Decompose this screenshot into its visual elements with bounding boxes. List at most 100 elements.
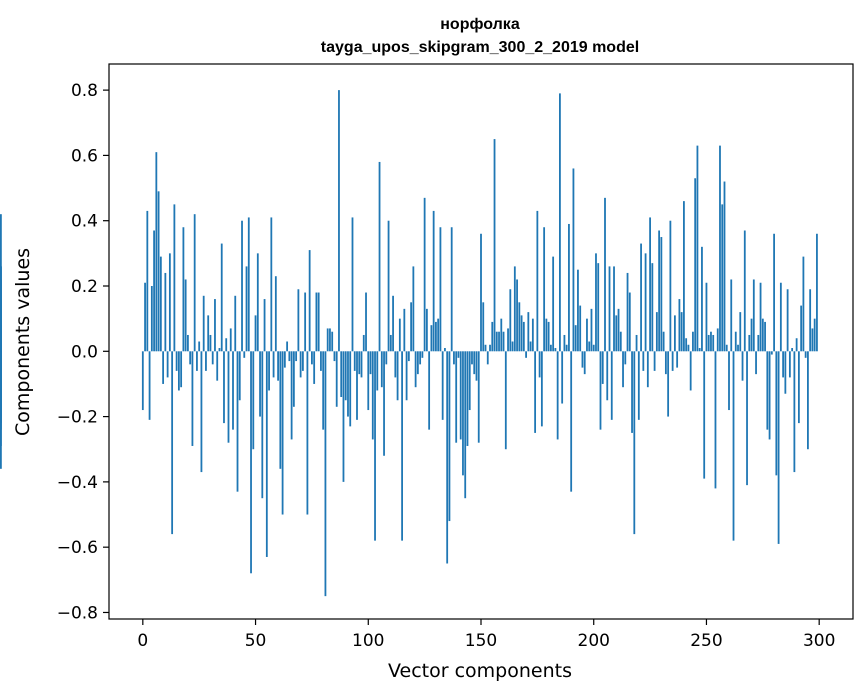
bar — [441, 351, 444, 420]
bar — [396, 351, 399, 401]
bar — [545, 318, 548, 352]
bar — [238, 351, 241, 401]
bar — [813, 318, 816, 352]
y-tick-label: −0.8 — [57, 603, 98, 623]
bar — [166, 351, 169, 378]
bar — [297, 289, 300, 352]
bar — [791, 348, 794, 352]
y-tick-label: −0.2 — [57, 408, 98, 428]
bar — [200, 351, 203, 473]
bar — [439, 227, 442, 352]
x-tick-label: 150 — [465, 631, 497, 651]
bar — [207, 315, 210, 352]
bar — [608, 266, 611, 352]
bar — [410, 302, 413, 352]
bar — [292, 351, 295, 407]
bar — [795, 338, 798, 352]
bar — [683, 201, 685, 352]
bar — [144, 282, 146, 352]
chart-title: норфолка — [440, 16, 520, 33]
bar — [378, 161, 381, 352]
bar — [484, 344, 487, 352]
bar — [687, 344, 690, 352]
bar — [734, 331, 737, 352]
bar — [349, 351, 352, 427]
bar — [640, 243, 642, 352]
bar — [509, 289, 512, 352]
bar — [389, 334, 392, 352]
bar — [412, 266, 415, 352]
bar — [525, 351, 527, 358]
bar — [180, 351, 183, 388]
bar — [723, 181, 726, 352]
bar — [775, 351, 778, 476]
bar — [243, 351, 246, 358]
bar — [430, 325, 433, 352]
bar — [279, 351, 282, 469]
bar — [380, 351, 383, 388]
bar — [766, 351, 769, 430]
bar — [552, 256, 555, 352]
bar — [353, 351, 356, 371]
bar — [678, 299, 681, 352]
bar — [360, 351, 363, 378]
bar — [261, 351, 264, 499]
bar — [187, 334, 189, 352]
y-tick-label: −0.4 — [57, 473, 98, 493]
bar — [511, 341, 514, 352]
bar — [741, 351, 744, 381]
bar — [234, 295, 237, 352]
bar — [543, 227, 546, 352]
bar — [385, 351, 388, 365]
bar — [274, 276, 277, 352]
bar — [471, 351, 473, 365]
x-tick-label: 250 — [690, 631, 722, 651]
bar — [646, 351, 649, 388]
bar — [437, 318, 440, 352]
x-axis-ticks: 0 50 100 150 200 250 300 — [137, 619, 835, 651]
bar — [315, 292, 318, 352]
bar — [369, 351, 372, 375]
bar — [617, 308, 620, 352]
bar — [358, 351, 361, 375]
bar — [324, 351, 327, 597]
bar — [475, 351, 478, 381]
bar — [428, 351, 431, 430]
bar — [191, 351, 194, 446]
bar — [522, 321, 525, 352]
bar — [453, 351, 455, 365]
bar — [588, 341, 591, 352]
y-tick-label: −0.6 — [57, 538, 98, 558]
x-axis-label: Vector components — [388, 660, 572, 682]
bar — [394, 351, 397, 378]
bar — [209, 334, 212, 352]
bar — [597, 263, 600, 352]
bar — [534, 351, 537, 433]
bar — [407, 351, 410, 362]
bar — [223, 351, 225, 424]
bar — [351, 217, 354, 352]
bar — [513, 266, 516, 352]
bar — [583, 351, 586, 375]
bar — [581, 351, 584, 368]
y-tick-label: 0.0 — [71, 342, 98, 362]
bar — [529, 341, 532, 352]
bar — [220, 243, 223, 352]
bar — [500, 318, 503, 352]
bar — [480, 233, 482, 352]
y-axis-label: Components values — [12, 248, 34, 436]
bar — [290, 351, 293, 440]
bar — [653, 351, 656, 371]
bar — [626, 272, 629, 352]
bar — [655, 312, 658, 352]
bar — [635, 334, 638, 352]
bar — [671, 351, 674, 371]
bar — [168, 253, 171, 352]
bar — [730, 279, 733, 352]
bar — [270, 217, 273, 352]
bar — [809, 289, 812, 352]
bar — [340, 351, 343, 397]
bar — [782, 351, 785, 378]
bar — [322, 351, 325, 430]
